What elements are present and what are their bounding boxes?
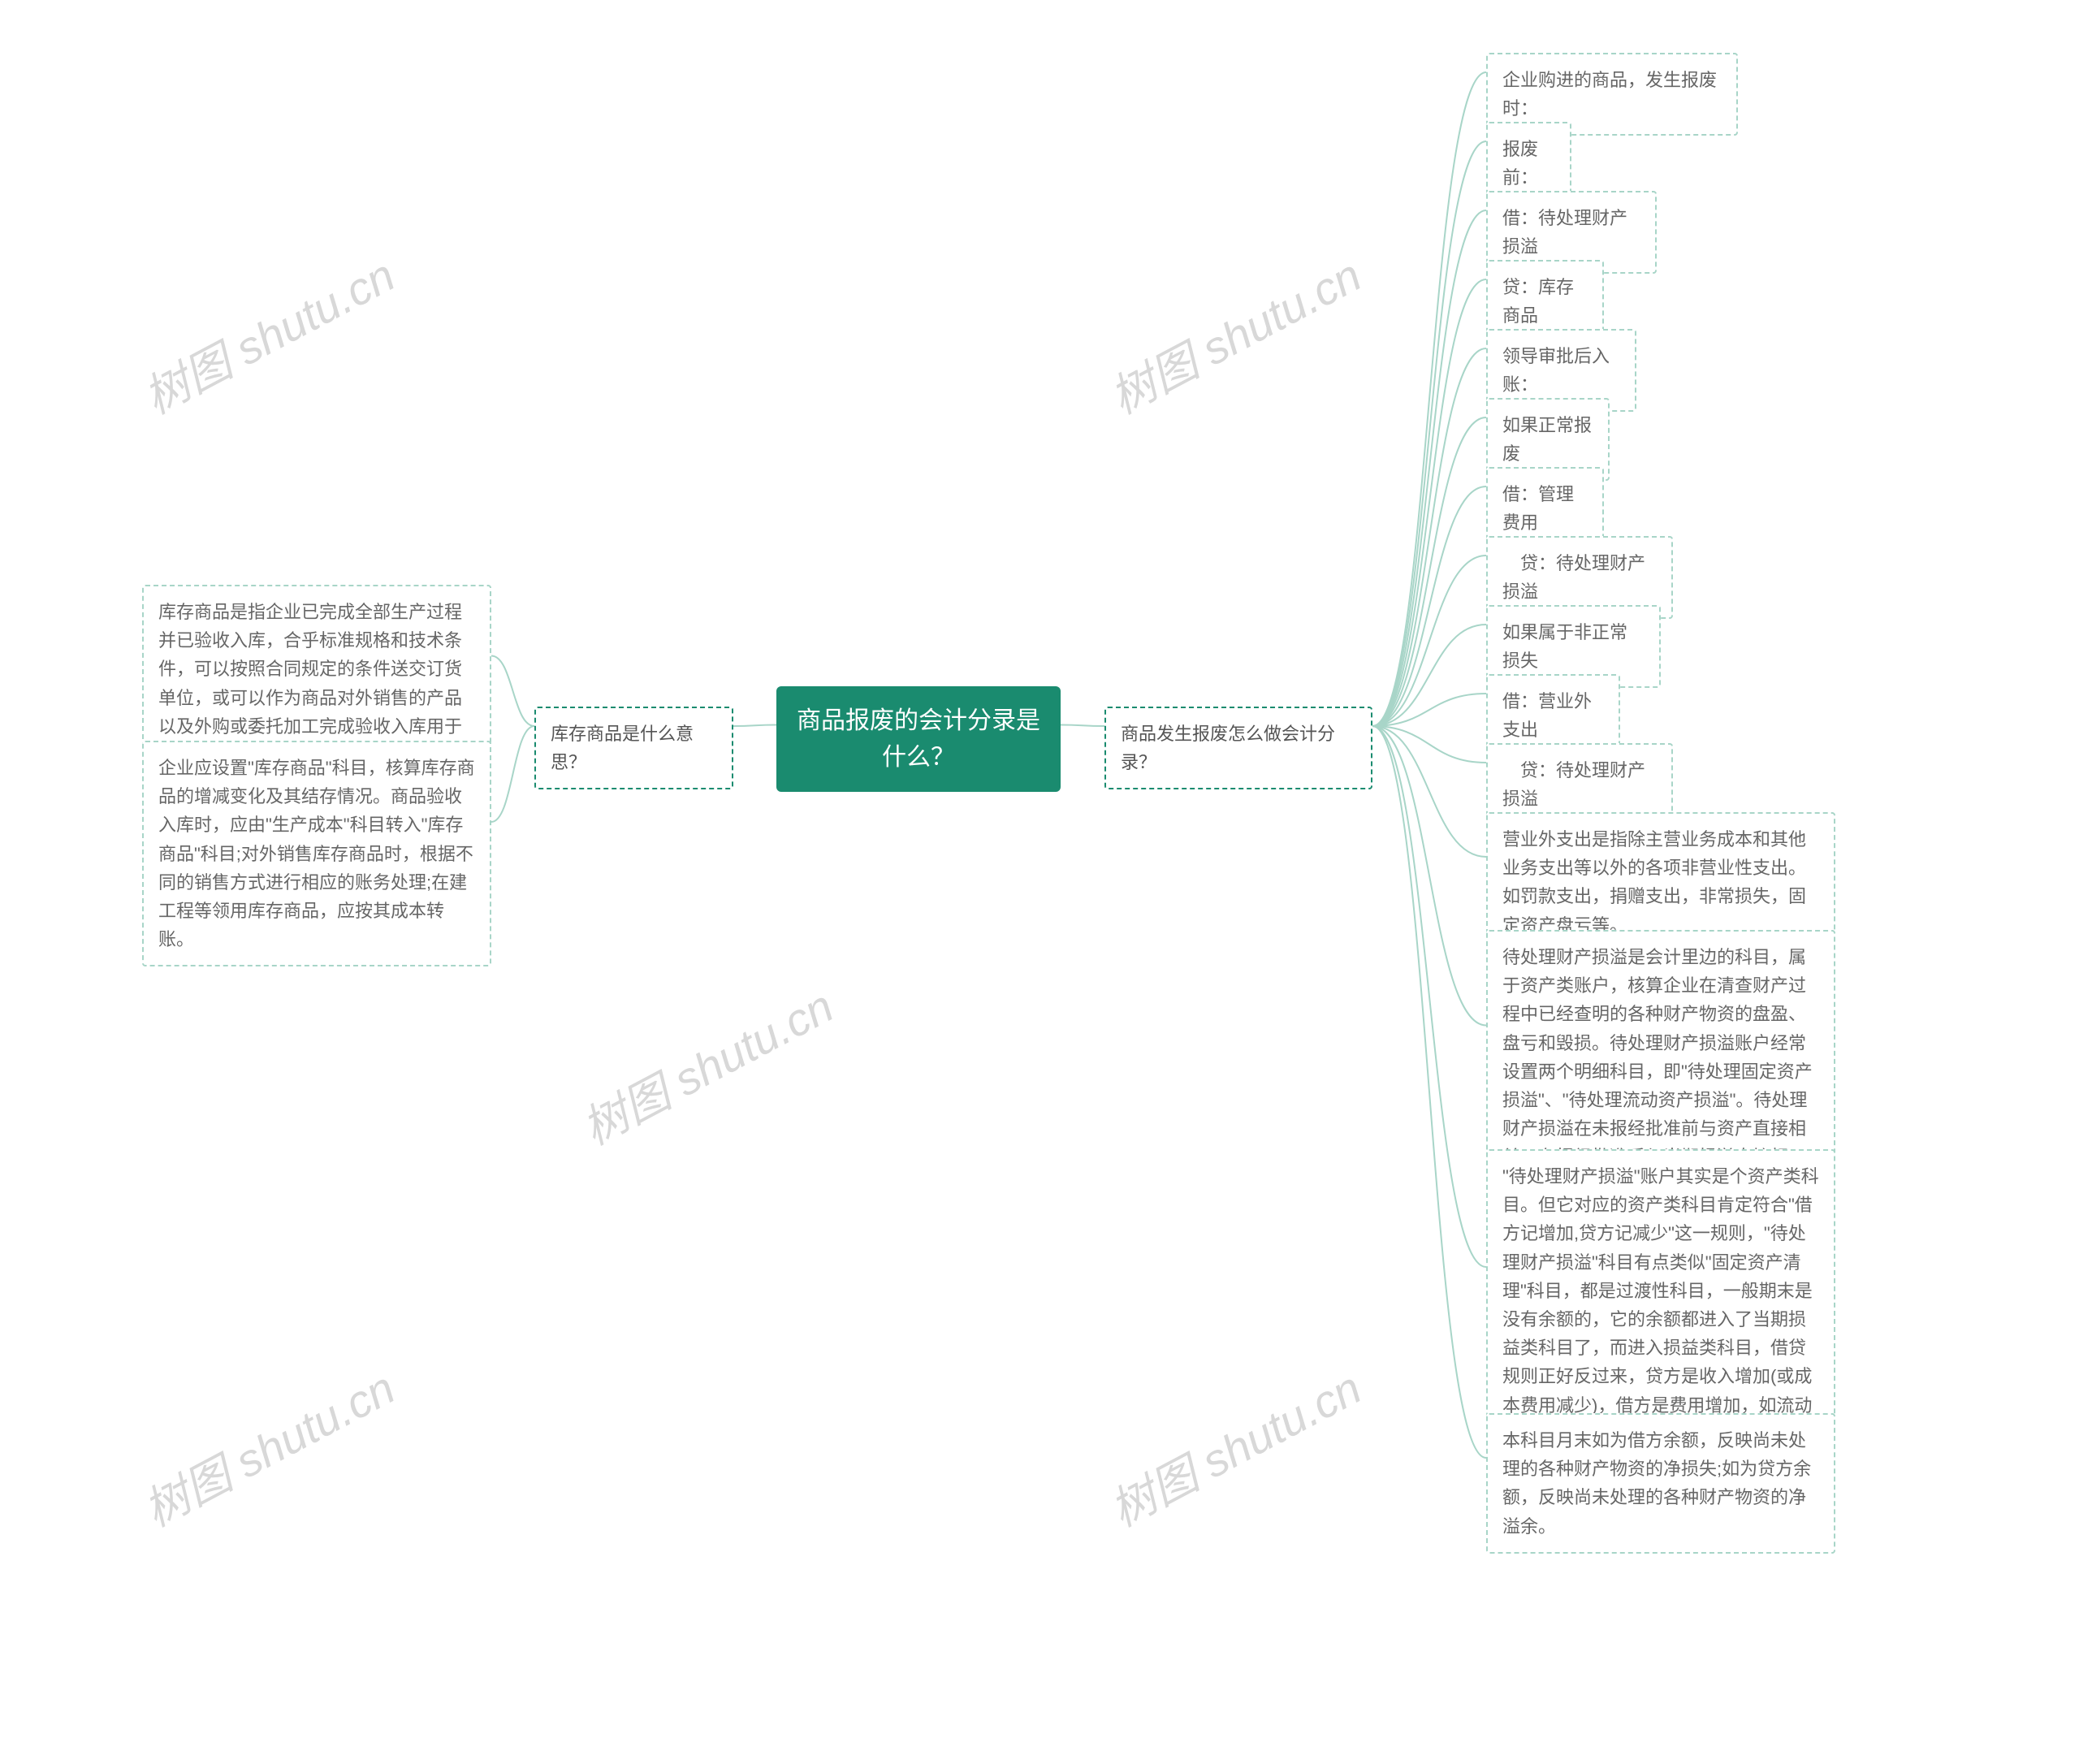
watermark-4: 树图 shutu.cn: [1097, 1352, 1372, 1540]
right-leaf-14: 本科目月末如为借方余额，反映尚未处理的各种财产物资的净损失;如为贷方余额，反映尚…: [1486, 1413, 1835, 1554]
center-node: 商品报废的会计分录是什么？: [776, 686, 1061, 792]
watermark-3: 树图 shutu.cn: [131, 1352, 405, 1540]
right-branch-label: 商品发生报废怎么做会计分录？: [1104, 707, 1372, 789]
left-leaf-1: 企业应设置"库存商品"科目，核算库存商品的增减变化及其结存情况。商品验收入库时，…: [142, 741, 491, 966]
watermark-1: 树图 shutu.cn: [1097, 240, 1372, 427]
watermark-0: 树图 shutu.cn: [131, 240, 405, 427]
left-branch-label: 库存商品是什么意思？: [534, 707, 733, 789]
watermark-2: 树图 shutu.cn: [569, 971, 844, 1158]
